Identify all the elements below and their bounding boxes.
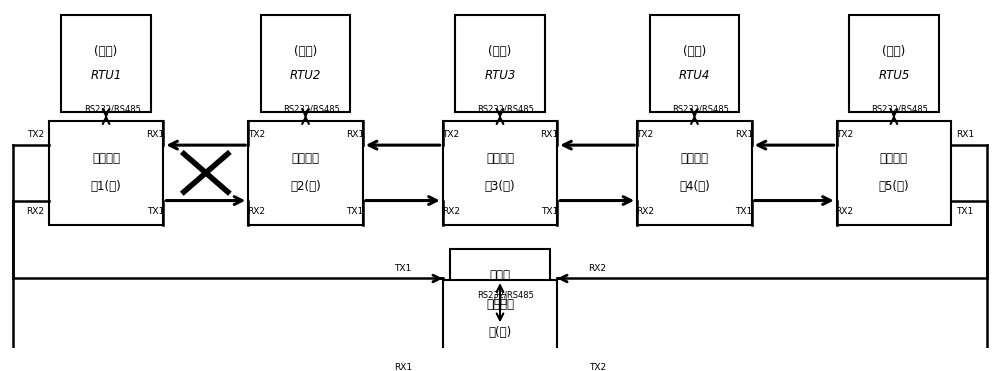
- Text: RX2: RX2: [247, 207, 265, 216]
- Text: 机3(从): 机3(从): [485, 180, 515, 193]
- Text: 自愈光端: 自愈光端: [292, 152, 320, 165]
- Text: RX1: RX1: [735, 130, 753, 139]
- Text: RX2: RX2: [636, 207, 654, 216]
- Text: 机2(从): 机2(从): [290, 180, 321, 193]
- Bar: [450, 249, 550, 325]
- Bar: [61, 15, 151, 112]
- Text: RX1: RX1: [956, 130, 974, 139]
- Text: (从机): (从机): [683, 45, 706, 58]
- Text: TX1: TX1: [394, 264, 411, 273]
- Text: 机4(从): 机4(从): [679, 180, 710, 193]
- Text: RX1: RX1: [394, 363, 412, 371]
- Text: 通信管: 通信管: [490, 269, 511, 282]
- Text: RS232/RS485: RS232/RS485: [672, 104, 729, 113]
- Text: TX1: TX1: [346, 207, 364, 216]
- Text: RX1: RX1: [346, 130, 364, 139]
- Text: RX2: RX2: [442, 207, 460, 216]
- Text: TX1: TX1: [735, 207, 752, 216]
- Text: TX2: TX2: [442, 130, 459, 139]
- Text: 自愈光端: 自愈光端: [680, 152, 708, 165]
- Text: TX2: TX2: [637, 130, 654, 139]
- Bar: [455, 15, 545, 112]
- Text: TX2: TX2: [589, 363, 606, 371]
- Text: RTU3: RTU3: [484, 69, 516, 82]
- Text: RX1: RX1: [540, 130, 558, 139]
- Text: RTU4: RTU4: [679, 69, 710, 82]
- Text: 自愈光端: 自愈光端: [486, 152, 514, 165]
- Text: 机1(从): 机1(从): [91, 180, 121, 193]
- Bar: [261, 15, 350, 112]
- Text: 机5(从): 机5(从): [879, 180, 909, 193]
- Text: (从机): (从机): [488, 45, 512, 58]
- Bar: [837, 121, 951, 225]
- Text: RX2: RX2: [836, 207, 854, 216]
- Bar: [49, 121, 163, 225]
- Text: TX2: TX2: [248, 130, 265, 139]
- Text: 自愈光端: 自愈光端: [880, 152, 908, 165]
- Text: TX1: TX1: [147, 207, 164, 216]
- Text: RS232/RS485: RS232/RS485: [84, 104, 141, 113]
- Text: TX1: TX1: [956, 207, 973, 216]
- Text: TX2: TX2: [836, 130, 853, 139]
- Text: (从机): (从机): [294, 45, 317, 58]
- Text: RX1: RX1: [146, 130, 165, 139]
- Bar: [849, 15, 939, 112]
- Bar: [248, 121, 363, 225]
- Text: 自愈光端: 自愈光端: [92, 152, 120, 165]
- Bar: [443, 280, 557, 357]
- Text: RS232/RS485: RS232/RS485: [871, 104, 928, 113]
- Text: RX2: RX2: [26, 207, 44, 216]
- Text: RTU5: RTU5: [878, 69, 910, 82]
- Text: (从机): (从机): [94, 45, 118, 58]
- Text: RTU1: RTU1: [90, 69, 122, 82]
- Text: RS232/RS485: RS232/RS485: [478, 290, 534, 299]
- Text: RS232/RS485: RS232/RS485: [478, 104, 534, 113]
- Text: 理机: 理机: [493, 293, 507, 306]
- Text: 自愈光端: 自愈光端: [486, 298, 514, 311]
- Text: RS232/RS485: RS232/RS485: [283, 104, 340, 113]
- Bar: [637, 121, 752, 225]
- Text: TX1: TX1: [541, 207, 558, 216]
- Text: (从机): (从机): [882, 45, 906, 58]
- Bar: [650, 15, 739, 112]
- Text: RX2: RX2: [588, 264, 606, 273]
- Bar: [443, 121, 557, 225]
- Text: TX2: TX2: [27, 130, 44, 139]
- Text: 机(主): 机(主): [488, 326, 512, 339]
- Text: RTU2: RTU2: [290, 69, 321, 82]
